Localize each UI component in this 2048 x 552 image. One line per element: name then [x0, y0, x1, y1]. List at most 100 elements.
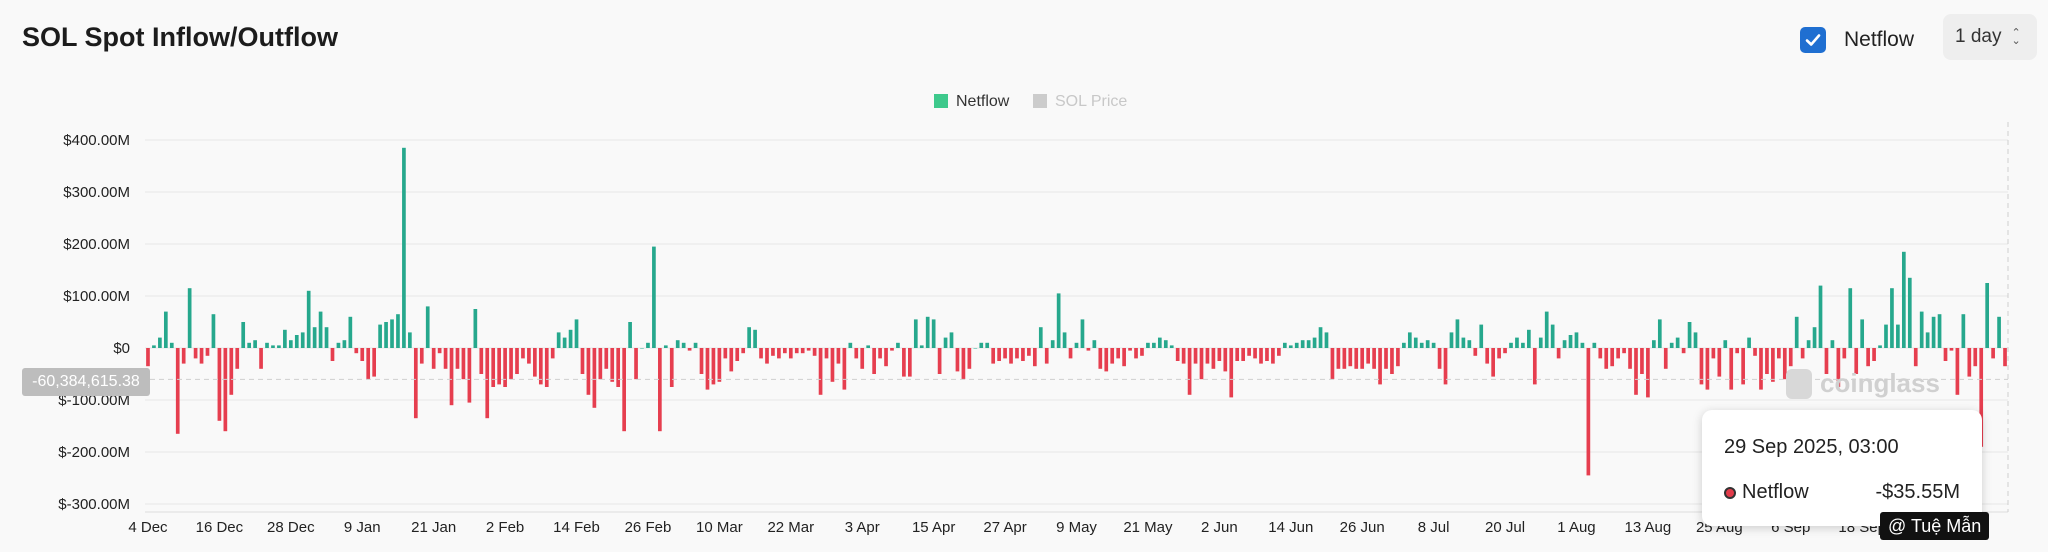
netflow-bar[interactable]: [1830, 340, 1835, 348]
netflow-bar[interactable]: [1979, 348, 1984, 447]
netflow-bar[interactable]: [848, 342, 853, 348]
netflow-bar[interactable]: [1997, 316, 2001, 348]
netflow-bar[interactable]: [1157, 337, 1162, 348]
netflow-bar[interactable]: [1943, 348, 1948, 361]
netflow-bar[interactable]: [217, 348, 222, 421]
netflow-bar[interactable]: [681, 342, 686, 348]
netflow-bar[interactable]: [1009, 348, 1013, 364]
netflow-bar[interactable]: [610, 348, 615, 382]
netflow-bar[interactable]: [616, 348, 621, 387]
netflow-bar[interactable]: [1848, 288, 1853, 348]
netflow-bar[interactable]: [1199, 348, 1204, 380]
netflow-bar[interactable]: [205, 348, 210, 356]
netflow-bar[interactable]: [854, 348, 859, 359]
netflow-bar[interactable]: [1419, 342, 1424, 348]
netflow-bar[interactable]: [163, 311, 168, 348]
netflow-bar[interactable]: [1872, 348, 1876, 361]
netflow-bar[interactable]: [973, 348, 978, 349]
netflow-bar[interactable]: [1777, 348, 1781, 359]
netflow-bar[interactable]: [152, 345, 156, 348]
netflow-bar[interactable]: [1169, 345, 1174, 348]
netflow-bar[interactable]: [1693, 332, 1698, 348]
netflow-bar[interactable]: [1396, 348, 1400, 367]
netflow-bar[interactable]: [1229, 348, 1234, 398]
netflow-bar[interactable]: [806, 348, 811, 351]
netflow-bar[interactable]: [1842, 348, 1847, 359]
netflow-bar[interactable]: [1967, 348, 1972, 377]
netflow-bar[interactable]: [1038, 327, 1043, 348]
netflow-bar[interactable]: [1574, 332, 1579, 348]
netflow-bar[interactable]: [1128, 348, 1132, 351]
netflow-bar[interactable]: [175, 348, 180, 434]
netflow-bar[interactable]: [1467, 340, 1472, 348]
netflow-bar[interactable]: [598, 348, 603, 380]
netflow-bar[interactable]: [193, 348, 198, 359]
netflow-bar[interactable]: [1544, 311, 1549, 348]
netflow-bar[interactable]: [818, 348, 823, 395]
netflow-bar[interactable]: [402, 147, 406, 348]
netflow-bar[interactable]: [1705, 348, 1710, 390]
netflow-bar[interactable]: [1277, 348, 1281, 356]
netflow-bar[interactable]: [1443, 348, 1448, 385]
netflow-bar[interactable]: [1818, 285, 1823, 348]
netflow-bar[interactable]: [1765, 348, 1769, 374]
netflow-bar[interactable]: [1598, 348, 1603, 359]
netflow-bar[interactable]: [360, 348, 365, 361]
netflow-bar[interactable]: [1425, 340, 1430, 348]
netflow-bar[interactable]: [550, 348, 555, 359]
netflow-bar[interactable]: [527, 348, 531, 364]
netflow-bar[interactable]: [1925, 332, 1930, 348]
netflow-bar[interactable]: [783, 348, 787, 354]
netflow-bar[interactable]: [1402, 342, 1406, 348]
netflow-bar[interactable]: [1056, 293, 1061, 348]
netflow-bar[interactable]: [419, 348, 424, 364]
netflow-bar[interactable]: [1729, 348, 1734, 390]
netflow-bar[interactable]: [199, 348, 204, 364]
netflow-bar[interactable]: [544, 348, 549, 387]
netflow-bar[interactable]: [800, 348, 805, 354]
netflow-bar[interactable]: [1134, 348, 1138, 359]
netflow-bar[interactable]: [693, 342, 698, 348]
netflow-bar[interactable]: [592, 348, 597, 408]
netflow-bar[interactable]: [890, 348, 894, 351]
netflow-bar[interactable]: [961, 348, 966, 380]
netflow-bar[interactable]: [1878, 345, 1882, 348]
netflow-bar[interactable]: [1699, 348, 1704, 385]
netflow-bar[interactable]: [1991, 348, 1995, 359]
netflow-bar[interactable]: [765, 348, 769, 364]
netflow-bar[interactable]: [1092, 340, 1097, 348]
netflow-bar[interactable]: [1759, 348, 1763, 390]
netflow-bar[interactable]: [1294, 342, 1299, 348]
netflow-bar[interactable]: [1735, 348, 1740, 354]
netflow-bar[interactable]: [562, 337, 567, 348]
netflow-bar[interactable]: [1657, 319, 1662, 348]
netflow-bar[interactable]: [771, 348, 775, 356]
netflow-bar[interactable]: [538, 348, 543, 385]
netflow-bar[interactable]: [2003, 348, 2007, 367]
netflow-bar[interactable]: [503, 348, 507, 387]
netflow-bar[interactable]: [586, 348, 591, 395]
netflow-bar[interactable]: [1628, 348, 1632, 369]
netflow-bar[interactable]: [1193, 348, 1198, 364]
netflow-bar[interactable]: [1312, 337, 1317, 348]
netflow-bar[interactable]: [1949, 348, 1954, 351]
netflow-bar[interactable]: [913, 319, 918, 348]
netflow-bar[interactable]: [1342, 348, 1347, 369]
netflow-bar[interactable]: [1568, 335, 1573, 348]
netflow-bar[interactable]: [1788, 348, 1793, 367]
netflow-bar[interactable]: [1086, 348, 1091, 351]
netflow-bar[interactable]: [741, 348, 746, 354]
netflow-bar[interactable]: [533, 348, 537, 377]
netflow-bar[interactable]: [283, 329, 287, 348]
netflow-bar[interactable]: [1854, 348, 1859, 374]
netflow-bar[interactable]: [1413, 337, 1418, 348]
netflow-bar[interactable]: [372, 348, 376, 377]
netflow-bar[interactable]: [306, 290, 311, 348]
netflow-bar[interactable]: [1550, 324, 1555, 348]
netflow-bar[interactable]: [1247, 348, 1251, 356]
netflow-bar[interactable]: [1669, 342, 1674, 348]
netflow-bar[interactable]: [1794, 316, 1799, 348]
netflow-bar[interactable]: [330, 348, 335, 361]
netflow-bar[interactable]: [1503, 348, 1507, 354]
netflow-bar[interactable]: [687, 348, 692, 351]
